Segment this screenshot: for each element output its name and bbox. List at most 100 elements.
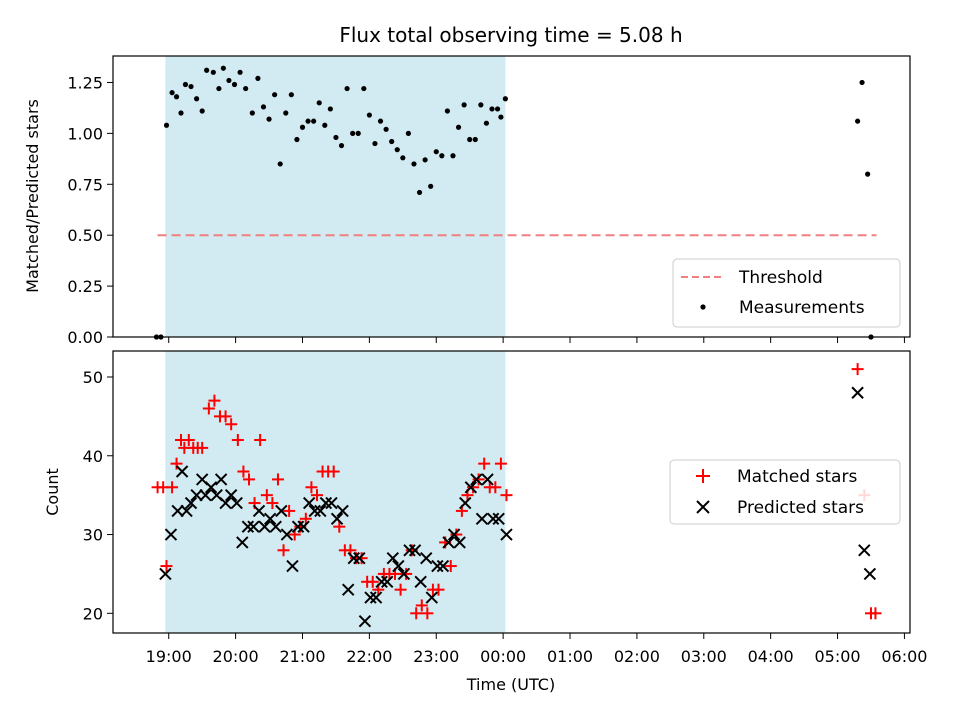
x-axis-label: Time (UTC) [466,675,555,694]
matched-star-point [208,394,221,407]
predicted-star-point [336,504,349,518]
legend-threshold-label: Threshold [738,268,823,288]
matched-star-point [421,607,434,620]
predicted-star-point [286,559,299,573]
x-tick-label: 03:00 [681,647,727,666]
x-tick-label: 21:00 [279,647,325,666]
predicted-star-point [408,544,422,557]
predicted-star-point [341,583,355,596]
matched-star-point [225,418,238,431]
measurement-point [299,124,306,130]
matched-star-point [851,363,864,376]
measurement-point [472,136,478,143]
measurement-point [294,136,300,143]
measurement-point [411,161,417,167]
matched-star-point [202,402,215,415]
predicted-star-point [431,559,444,573]
predicted-star-point [347,551,360,565]
measurement-point [383,126,389,132]
matched-star-point [333,520,346,533]
measurement-point [338,142,345,149]
measurement-point [322,122,328,128]
measurement-point [428,183,434,189]
predicted-star-point [353,551,366,565]
measurement-point [173,94,180,100]
legend-measurements-swatch [700,304,706,310]
matched-star-point [160,560,173,573]
predicted-star-point [851,386,864,399]
x-tick-label: 01:00 [547,647,593,666]
predicted-star-point [219,496,232,510]
predicted-star-point [464,481,478,494]
predicted-star-point [369,591,383,604]
legend-matched-swatch [696,469,710,483]
predicted-star-point [247,520,260,533]
predicted-star-point [414,575,427,589]
measurement-point [350,130,356,136]
predicted-star-point [252,504,266,518]
matched-star-point [489,481,502,494]
matched-star-point [271,473,284,486]
measurement-point [237,69,243,75]
matched-star-point [242,473,255,486]
measurement-point [178,110,184,116]
predicted-star-point [214,473,228,486]
predicted-star-point [164,528,178,541]
measurement-point [163,122,170,128]
y-tick-label: 20 [83,604,103,623]
predicted-star-point [470,473,483,486]
predicted-star-point [325,496,338,510]
matched-star-point [410,607,423,620]
measurement-point [194,96,200,102]
measurement-point [489,106,495,112]
predicted-star-point [858,544,871,557]
matched-star-point [327,465,340,478]
predicted-star-point [258,520,271,533]
measurement-point [216,85,222,92]
predicted-star-point [386,551,399,565]
measurement-point [327,106,333,112]
observing-window-shade [165,351,506,633]
measurement-point [394,147,400,153]
matched-star-point [415,599,428,612]
predicted-star-point [381,575,394,589]
measurement-point [859,79,865,86]
top-legend: Threshold Measurements [672,258,901,328]
y-tick-label: 30 [83,526,103,545]
predicted-star-point [204,481,218,494]
bottom-legend: Matched stars Predicted stars [669,459,901,525]
measurement-point [355,130,361,136]
predicted-star-point [475,512,489,525]
matched-star-point [305,481,318,494]
matched-star-point [196,441,209,454]
bottom-y-axis-label: Count [43,468,62,516]
measurement-point [333,134,339,141]
measurement-point [266,116,272,122]
y-tick-label: 0.25 [67,277,103,296]
matched-star-point [366,575,379,588]
matched-star-point [500,489,513,502]
y-tick-label: 0.00 [67,328,103,347]
predicted-star-point [263,512,277,525]
legend-predicted-label: Predicted stars [737,498,864,518]
predicted-star-point [319,496,333,510]
measurement-point [439,153,445,159]
top-y-axis-label: Matched/Predicted stars [23,99,42,293]
predicted-star-point [190,488,203,502]
predicted-star-point [330,512,344,525]
measurement-point [416,189,423,196]
bottom-panel: Count Time (UTC) 20 30 40 50 19:00 20:00 21:0… [43,350,927,694]
predicted-star-point [500,528,513,541]
predicted-star-point [171,504,184,518]
matched-star-point [277,544,290,557]
predicted-star-point [447,528,461,541]
measurement-point [855,118,861,124]
predicted-star-point [275,504,288,518]
measurement-point [400,155,406,161]
measurement-point [361,85,367,92]
y-tick-label: 50 [83,368,103,387]
predicted-star-point [375,575,388,589]
matched-star-point [355,552,368,565]
measurement-point [461,102,467,108]
x-tick-label: 23:00 [413,647,459,666]
